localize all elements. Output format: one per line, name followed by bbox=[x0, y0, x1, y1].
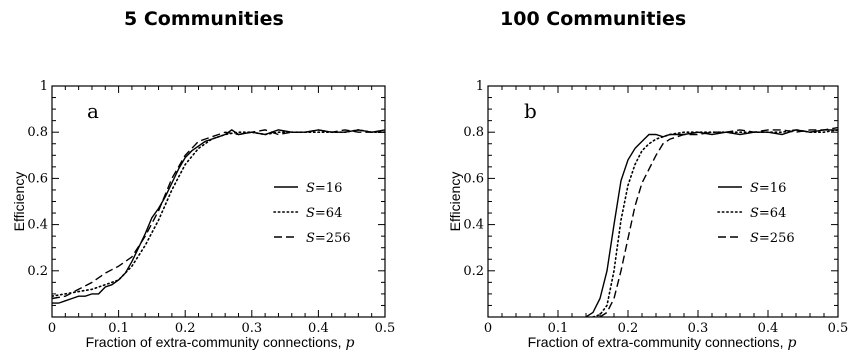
legend-label: S=16 bbox=[306, 181, 342, 196]
chart-panel-b: 0 0.1 0.2 0.3 0.4 0.5 0.2 0.4 0.6 0.8 1 Fraction of… bbox=[447, 79, 848, 350]
x-tick-label: 0.1 bbox=[108, 321, 129, 336]
x-tick-label: 0.5 bbox=[375, 321, 396, 336]
x-tick-label: 0.2 bbox=[618, 321, 639, 336]
legend-label: S=64 bbox=[750, 206, 786, 221]
y-tick-label: 0.2 bbox=[27, 264, 48, 279]
y-tick-label: 0.8 bbox=[27, 125, 48, 140]
x-tick-label: 0.3 bbox=[688, 321, 709, 336]
y-tick-label: 0.8 bbox=[463, 125, 484, 140]
x-tick-label: 0.1 bbox=[548, 321, 569, 336]
y-tick-label: 0.6 bbox=[27, 171, 48, 186]
x-tick-label: 0.4 bbox=[758, 321, 779, 336]
legend-label: S=256 bbox=[750, 231, 795, 246]
chart-title-left: 5 Communities bbox=[124, 8, 284, 30]
y-axis-label: Efficiency bbox=[447, 172, 463, 232]
y-tick-label: 0.4 bbox=[27, 218, 48, 233]
series-line-dotted bbox=[592, 129, 838, 317]
plot-frame bbox=[487, 85, 839, 318]
y-tick-label: 0.2 bbox=[463, 264, 484, 279]
panel-letter: b bbox=[524, 99, 537, 123]
series-line-dotted bbox=[52, 129, 385, 297]
legend-label: S=256 bbox=[306, 231, 351, 246]
x-tick-label: 0 bbox=[48, 321, 56, 336]
y-tick-label: 0.6 bbox=[463, 171, 484, 186]
x-axis-label: Fraction of extra-community connections,… bbox=[86, 334, 355, 350]
panel-letter: a bbox=[87, 99, 99, 123]
x-tick-label: 0 bbox=[484, 321, 492, 336]
y-tick-label: 0.4 bbox=[463, 218, 484, 233]
plot-frame bbox=[51, 85, 386, 318]
chart-panel-a: 0 0.1 0.2 0.3 0.4 0.5 0.2 0.4 0.6 0.8 1 Fraction of… bbox=[11, 79, 395, 350]
legend-label: S=16 bbox=[750, 181, 786, 196]
y-axis-label: Efficiency bbox=[11, 172, 27, 232]
chart-title-right: 100 Communities bbox=[500, 8, 687, 30]
y-tick-label: 1 bbox=[476, 79, 484, 94]
legend-label: S=64 bbox=[306, 206, 342, 221]
series-line-dashed bbox=[599, 126, 838, 317]
series-line-dashed bbox=[52, 129, 385, 300]
x-tick-label: 0.4 bbox=[308, 321, 329, 336]
x-tick-label: 0.3 bbox=[241, 321, 262, 336]
x-axis-label: Fraction of extra-community connections,… bbox=[528, 334, 797, 350]
series-line-solid bbox=[585, 129, 838, 317]
y-tick-label: 1 bbox=[40, 79, 48, 94]
x-tick-label: 0.5 bbox=[828, 321, 849, 336]
x-tick-label: 0.2 bbox=[175, 321, 196, 336]
